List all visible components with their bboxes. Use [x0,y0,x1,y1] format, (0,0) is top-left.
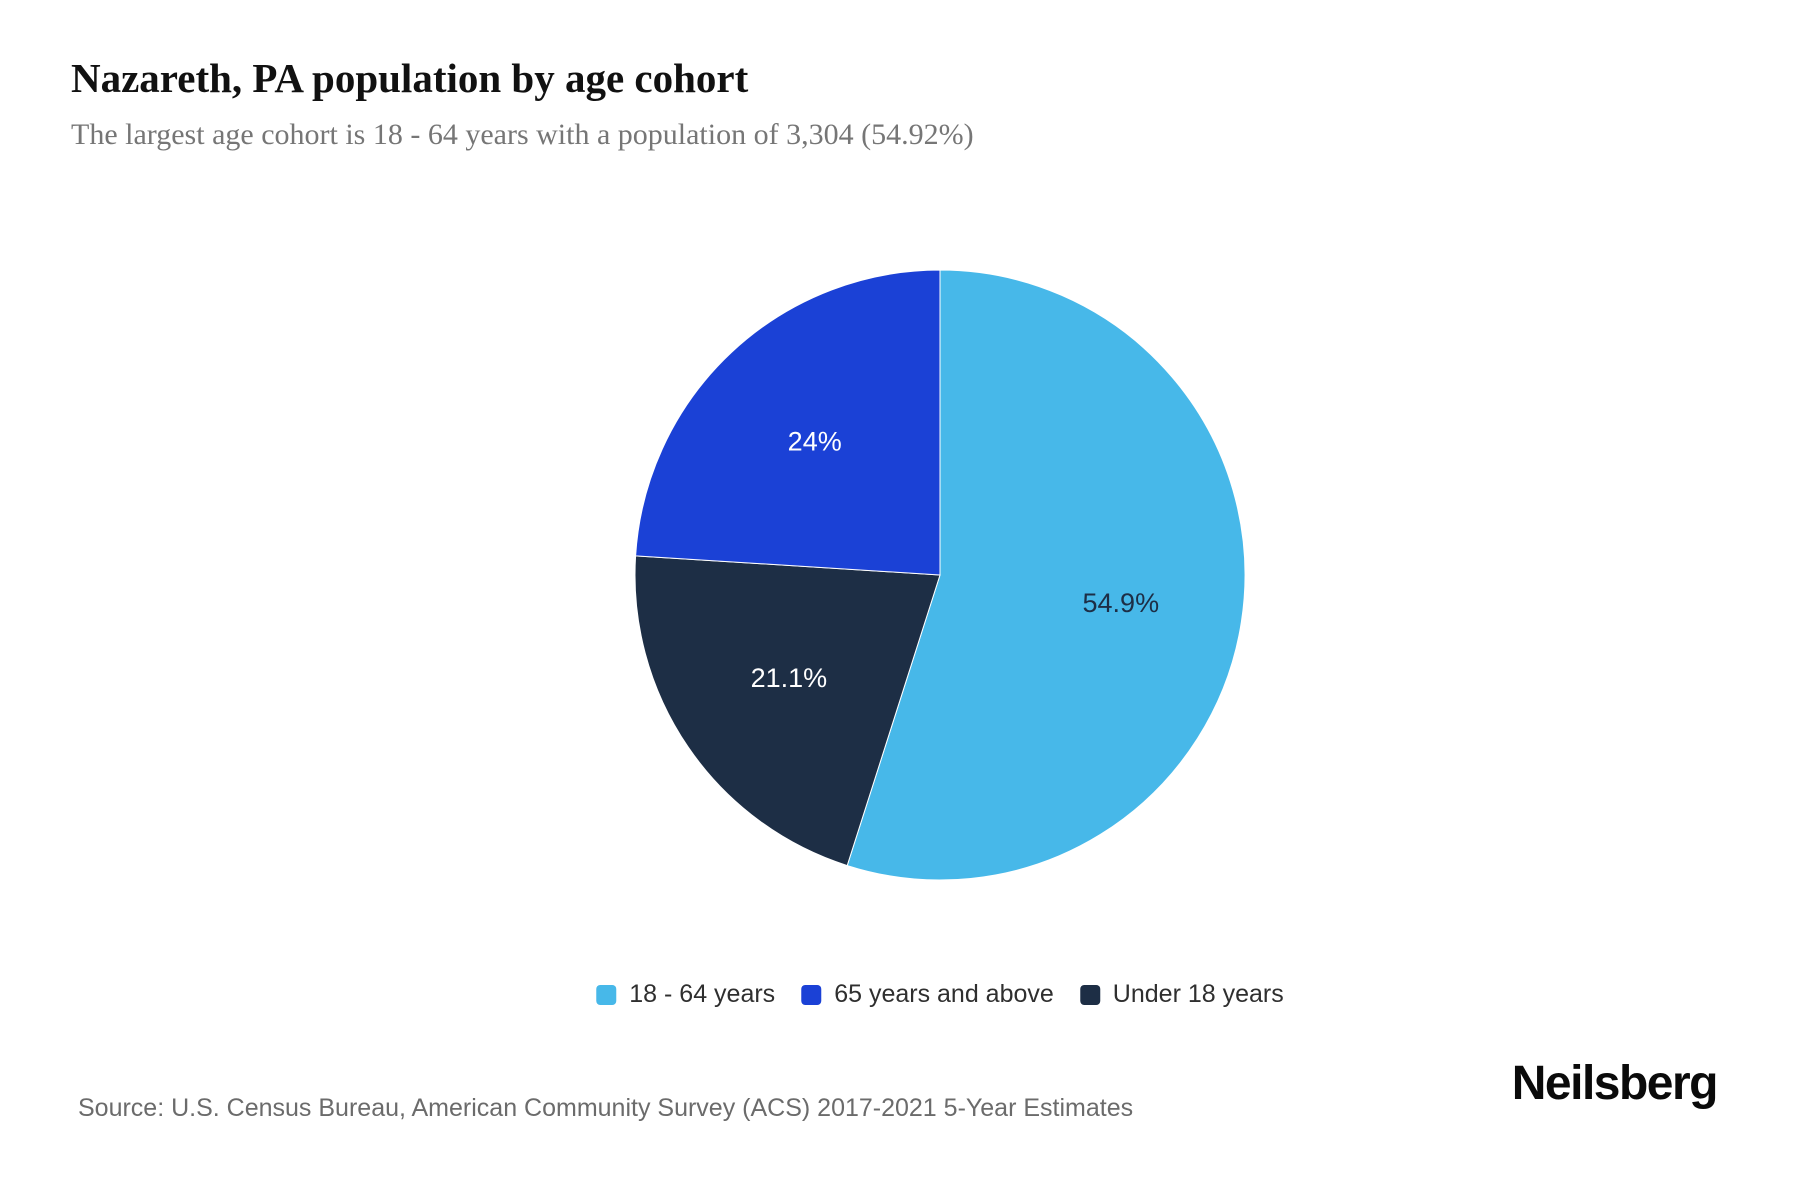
legend-label: Under 18 years [1112,980,1284,1008]
source-text: Source: U.S. Census Bureau, American Com… [78,1094,1134,1122]
legend-label: 65 years and above [834,980,1054,1008]
pie-slice-65-years-and-above[interactable] [635,269,941,576]
legend-swatch-65-years-and-above [801,984,822,1005]
legend-item-65-years-and-above[interactable]: 65 years and above [801,980,1054,1009]
legend-item-18-64-years[interactable]: 18 - 64 years [596,980,775,1009]
legend-swatch-under-18-years [1079,984,1100,1005]
pie-slice-label-under-18-years: 21.1% [751,663,828,693]
pie-slice-18-64-years[interactable] [846,269,1246,881]
legend-item-under-18-years[interactable]: Under 18 years [1079,980,1284,1009]
pie-slice-label-18-64-years: 54.9% [1083,588,1160,618]
legend-swatch-18-64-years [596,984,617,1005]
pie-chart: 54.9% 21.1% 24% [634,269,1246,881]
pie-slice-under-18-years[interactable] [634,555,941,867]
chart-title: Nazareth, PA population by age cohort [71,55,749,101]
chart-subtitle: The largest age cohort is 18 - 64 years … [71,118,974,151]
pie-slice-label-65-years-and-above: 24% [788,427,842,457]
chart-legend: 18 - 64 years 65 years and above Under 18 … [596,980,1284,1009]
neilsberg-logo[interactable]: Neilsberg [1511,1057,1719,1110]
legend-label: 18 - 64 years [629,980,776,1008]
